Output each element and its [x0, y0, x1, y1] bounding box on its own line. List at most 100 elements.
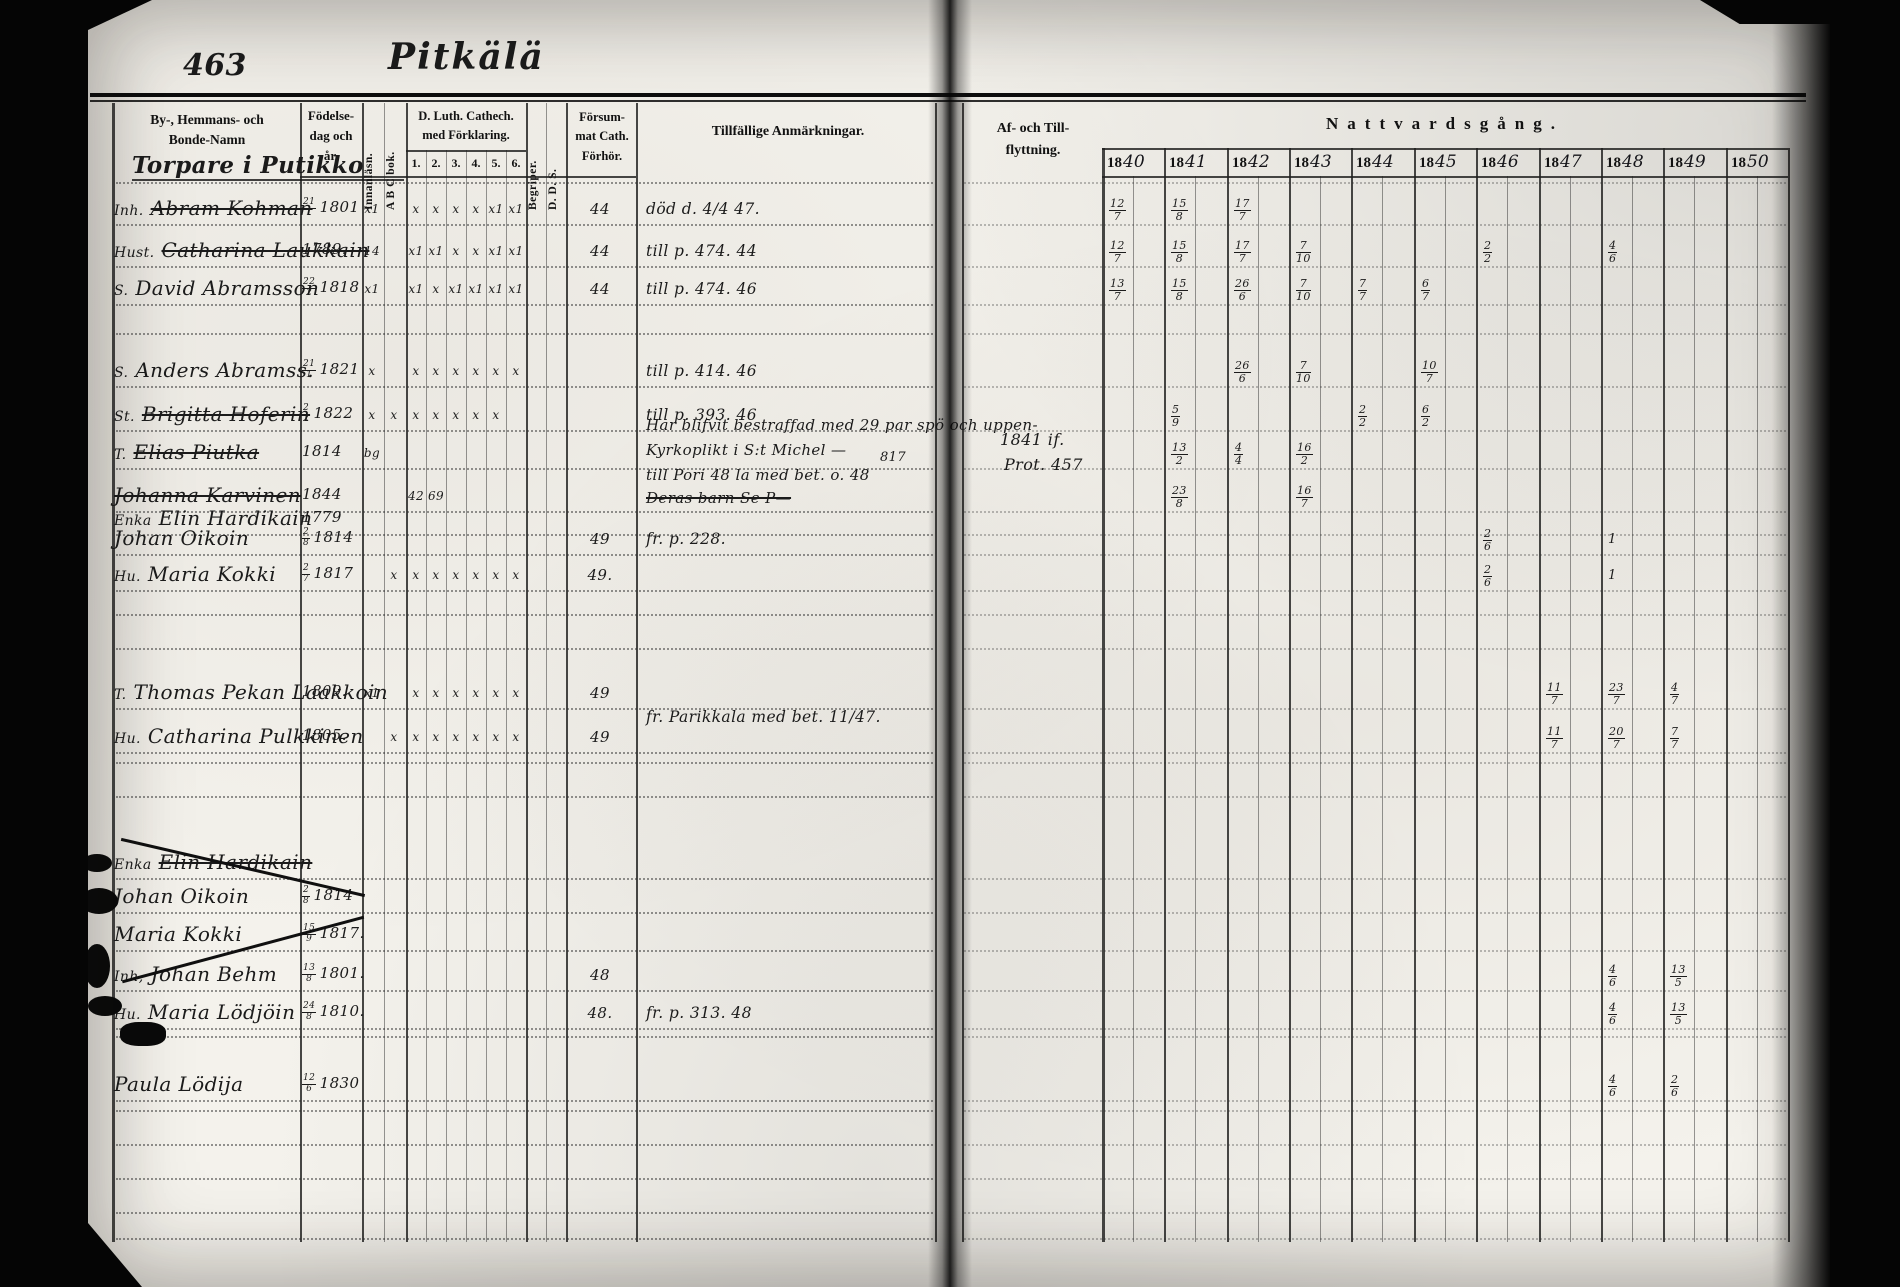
table-row: S. Anders Abramss. 21 1 1821 x x x x x x x till p. …	[88, 358, 1788, 390]
person-name: Paula Lödija	[114, 1072, 244, 1096]
communion-entry: 7 10	[1296, 239, 1311, 265]
forsummat-cell: 44	[590, 280, 610, 298]
row-baseline	[964, 304, 1786, 306]
year-prefix: 18	[1356, 155, 1371, 171]
cathech-col-3: 3.	[451, 156, 461, 170]
mark-cell: x1	[468, 282, 484, 296]
grid-subline	[1195, 176, 1196, 1242]
section-heading: Torpare i Putikko	[132, 152, 404, 181]
year-header: 18 41	[1169, 152, 1225, 172]
mark-cell: x1	[428, 244, 444, 258]
forsummat-cell: 48	[590, 966, 610, 984]
mark-cell: x	[472, 364, 480, 378]
row-baseline	[964, 430, 1786, 432]
birth-year: 1817.	[319, 924, 365, 942]
mark-cell: x	[452, 686, 460, 700]
mark-cell: x1	[364, 282, 380, 296]
cathech-col-5: 5.	[491, 156, 501, 170]
row-baseline	[116, 224, 933, 226]
birth-cell: 12 6 1830	[302, 1073, 360, 1094]
communion-entry: 17 7	[1234, 197, 1251, 223]
grid-subline	[1507, 176, 1508, 1242]
communion-entry: 7 10	[1296, 277, 1311, 303]
table-row: Johan Oikoin 2 8 1814	[88, 884, 1788, 916]
mark-cell: x	[412, 364, 420, 378]
person-name: Maria Lödjöin	[147, 1000, 296, 1024]
person-name: Johan Behm	[150, 962, 278, 986]
grid-vline	[1414, 148, 1416, 1242]
row-baseline	[116, 554, 933, 556]
mark-cell: x	[412, 730, 420, 744]
row-baseline	[116, 648, 933, 650]
name-cell: S. David Abramsson	[114, 276, 319, 300]
communion-entry: 1	[1608, 532, 1617, 547]
mark-cell: 14	[363, 244, 381, 258]
row-baseline	[964, 468, 1786, 470]
year-written: 44	[1372, 152, 1394, 172]
mark-cell: x	[512, 730, 520, 744]
year-written: 49	[1684, 152, 1706, 172]
scan-black-border-right	[1832, 0, 1900, 1287]
row-baseline	[964, 333, 1786, 335]
ink-blot	[84, 944, 110, 988]
row-baseline	[964, 878, 1786, 880]
row-baseline	[964, 912, 1786, 914]
table-row: Hust. Catharina Laukkain 1789. 14 x1 x1 x x x1 x1…	[88, 238, 1788, 270]
row-baseline	[964, 386, 1786, 388]
birth-year: 1822	[313, 404, 354, 422]
row-baseline	[964, 266, 1786, 268]
row-baseline	[964, 590, 1786, 592]
communion-entry: 16 2	[1296, 441, 1313, 467]
communion-entry: 13 7	[1109, 277, 1126, 303]
grid-vline	[446, 150, 447, 1242]
name-cell: Hu. Maria Kokki	[114, 562, 276, 586]
grid-vline	[486, 150, 487, 1242]
name-cell: Johan Oikoin	[114, 884, 249, 908]
name-prefix: Hu.	[114, 569, 141, 585]
name-prefix: Inh.	[114, 203, 144, 219]
grid-vline	[466, 150, 467, 1242]
year-header: 18 42	[1232, 152, 1288, 172]
row-baseline	[116, 762, 933, 764]
mark-cell: x	[452, 202, 460, 216]
person-name: David Abramsson	[135, 276, 320, 300]
person-name: Maria Kokki	[147, 562, 277, 586]
communion-entry: 23 7	[1608, 681, 1625, 707]
name-cell: T. Thomas Pekan Laakkoin	[114, 680, 388, 704]
grid-vline	[1476, 148, 1478, 1242]
remark-cell: fr. Parikkala med bet. 11/47.	[646, 708, 881, 726]
year-header: 18 40	[1107, 152, 1163, 172]
table-row: Paula Lödija 12 6 1830 4 6 2 6	[88, 1072, 1788, 1104]
grid-vline	[384, 103, 385, 1242]
table-row: St. Brigitta Hoferin 2 2 1822 x x x x x x x till p.…	[88, 402, 1788, 434]
mark-cell: x	[512, 364, 520, 378]
grid-subline	[1320, 176, 1321, 1242]
communion-entry: 15 8	[1171, 277, 1188, 303]
table-row: S. David Abramsson 22 2 1818 x1 x1 x x1 x1 x1 x1 44…	[88, 276, 1788, 308]
year-header: 18 43	[1294, 152, 1350, 172]
col-header-forsummat: Försum- mat Cath. Förhör.	[575, 110, 629, 163]
forsummat-cell: 49	[590, 684, 610, 702]
row-baseline	[116, 1212, 933, 1214]
birth-cell: 1779	[302, 508, 342, 526]
col-header-name: By-, Hemmans- och Bonde-Namn	[150, 112, 264, 148]
row-baseline	[964, 752, 1786, 754]
col-header-cathech: D. Luth. Cathech. med Förklaring.	[418, 109, 514, 142]
communion-entry: 7 10	[1296, 359, 1311, 385]
row-baseline	[116, 1144, 933, 1146]
remark-cell: fr. p. 228.	[646, 530, 726, 548]
communion-entry: 16 7	[1296, 484, 1313, 510]
mark-cell: x	[432, 568, 440, 582]
grid-vline	[1102, 148, 1105, 1242]
col-header-aftill: Af- och Till- flyttning.	[996, 121, 1070, 159]
mark-cell: 42	[407, 489, 425, 503]
margin-note: 1841 if.	[1000, 430, 1065, 449]
grid-vline	[566, 103, 568, 1242]
